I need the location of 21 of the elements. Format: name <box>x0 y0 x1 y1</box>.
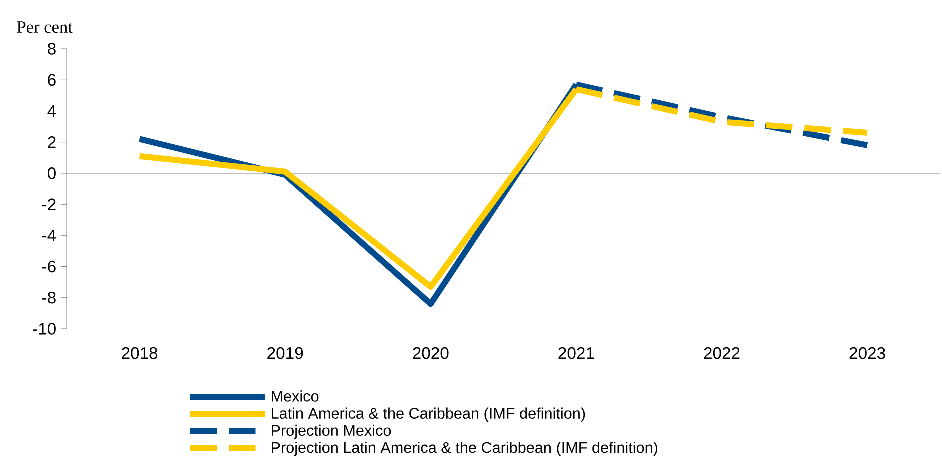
legend-label: Latin America & the Caribbean (IMF definition) <box>272 408 586 422</box>
y-tick-label: -4 <box>42 230 56 242</box>
y-tick-label: 6 <box>48 74 56 86</box>
x-tick-label: 2023 <box>850 347 886 360</box>
y-axis-title: Per cent <box>17 22 73 34</box>
y-tick-label: 4 <box>48 105 56 117</box>
y-tick-label: -2 <box>42 198 56 210</box>
x-tick-label: 2020 <box>413 347 449 360</box>
legend-label: Projection Latin America & the Caribbean (IMF definition) <box>272 442 658 456</box>
legend-label: Mexico <box>272 390 319 402</box>
x-tick-label: 2021 <box>558 347 594 360</box>
y-tick-label: 8 <box>48 43 56 55</box>
y-tick-label: 0 <box>48 168 56 180</box>
x-tick-label: 2019 <box>268 347 304 360</box>
y-tick-label: 2 <box>48 136 56 148</box>
y-tick-label: -10 <box>33 323 56 335</box>
x-tick-label: 2022 <box>704 347 740 360</box>
y-tick-label: -8 <box>42 292 56 304</box>
y-tick-label: -6 <box>42 260 56 273</box>
x-tick-label: 2018 <box>122 347 158 360</box>
legend-label: Projection Mexico <box>272 424 392 440</box>
